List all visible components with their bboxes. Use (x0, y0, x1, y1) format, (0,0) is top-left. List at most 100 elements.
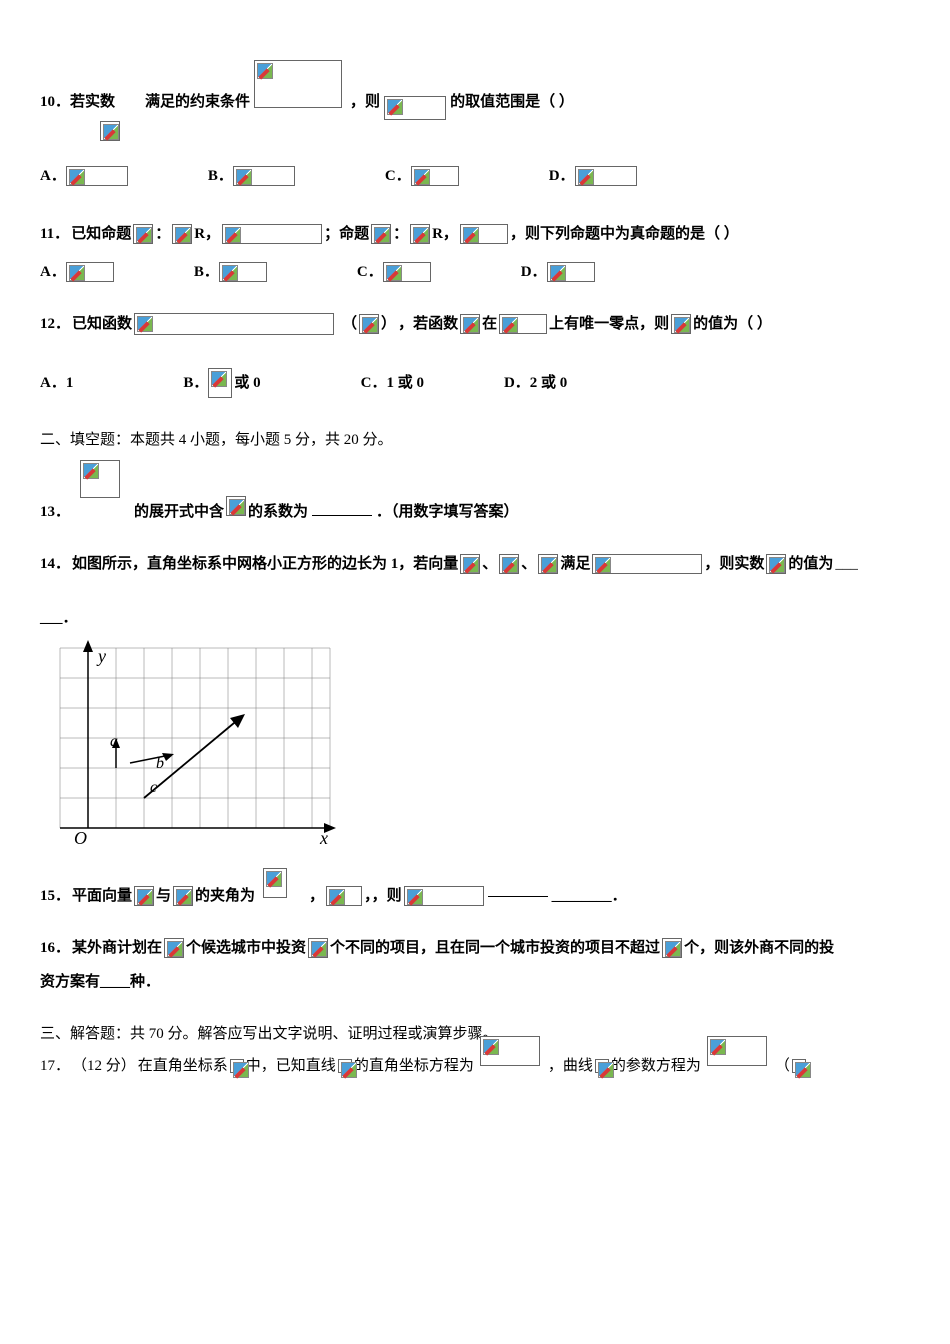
broken-image-icon (172, 224, 192, 244)
question-17: 17． （12 分） 在直角坐标系 中，已知直线 的直角坐标方程为 ，曲线 的参… (40, 1054, 910, 1078)
question-16: 16． 某外商计划在 个候选城市中投资 个不同的项目，且在同一个城市投资的项目不… (40, 936, 910, 994)
section-3-header: 三、解答题：共 70 分。解答应写出文字说明、证明过程或演算步骤。 (40, 1022, 910, 1046)
q12-mid1: ，若函数 (398, 312, 458, 336)
q16-mid2: 个不同的项目，且在同一个城市投资的项目不超过 (330, 936, 660, 960)
q12-paren-close: ） (381, 312, 396, 336)
q15-pre: 平面向量 (72, 884, 132, 908)
broken-image-icon (66, 166, 128, 186)
blank (488, 896, 548, 897)
q11-number: 11． (40, 222, 69, 246)
broken-image-icon (134, 886, 154, 906)
broken-image-icon (460, 224, 508, 244)
option-label-d: D． (521, 260, 547, 284)
q12-pre: 已知函数 (72, 312, 132, 336)
broken-image-icon (371, 224, 391, 244)
broken-image-icon (383, 262, 431, 282)
broken-image-icon (460, 314, 480, 334)
broken-image-icon (173, 886, 193, 906)
axis-label-x: x (319, 828, 328, 848)
question-12: 12． 已知函数 （ ） ，若函数 在 上有唯一零点，则 的值为（ ） A．1 … (40, 312, 910, 398)
question-15: 15． 平面向量 与 的夹角为 ， ，，则 ________． (40, 884, 910, 908)
q15-mid4: ，，则 (364, 884, 402, 908)
q17-mid1: 中，已知直线 (246, 1054, 336, 1078)
option-a: A． (40, 164, 128, 188)
broken-image-icon (254, 60, 342, 108)
q12-mid4: 的值为（ ） (693, 312, 772, 336)
q14-line1: 14． 如图所示，直角坐标系中网格小正方形的边长为 1，若向量 、 、 满足 ，… (40, 552, 910, 576)
broken-image-icon (164, 938, 184, 958)
option-label-c: C． (385, 164, 411, 188)
broken-image-icon (208, 368, 232, 398)
broken-image-icon (326, 886, 362, 906)
broken-image-icon (226, 496, 246, 516)
q11-R1: R， (194, 222, 220, 246)
broken-image-icon (222, 224, 322, 244)
broken-image-icon (100, 121, 120, 141)
option-a: A． (40, 260, 114, 284)
broken-image-icon (592, 554, 702, 574)
q11-R2: R， (432, 222, 458, 246)
blank (312, 515, 372, 516)
q14-sep2: 、 (521, 552, 536, 576)
broken-image-icon (671, 314, 691, 334)
q11-colon1: ： (155, 222, 170, 246)
broken-image-icon (499, 314, 547, 334)
vector-label-c: c (150, 779, 157, 796)
option-a: A．1 (40, 368, 73, 398)
q15-line1: 15． 平面向量 与 的夹角为 ， ，，则 ________． (40, 884, 910, 908)
vector-label-b: b (156, 755, 164, 772)
q17-number: 17． (40, 1054, 70, 1078)
q14-number: 14． (40, 552, 70, 576)
broken-image-icon (219, 262, 267, 282)
broken-image-icon (480, 1036, 540, 1066)
broken-image-icon (662, 938, 682, 958)
section-2-header: 二、填空题：本题共 4 小题，每小题 5 分，共 20 分。 (40, 428, 910, 452)
q11-mid2: ，则下列命题中为真命题的是（ ） (510, 222, 739, 246)
q13-mid1: 的展开式中含 (134, 500, 224, 524)
q14-sep1: 、 (482, 552, 497, 576)
q14-mid3: 的值为 (788, 552, 833, 576)
q11-pre: 已知命题 (71, 222, 131, 246)
origin-label: O (74, 828, 87, 848)
axis-label-y: y (96, 646, 106, 666)
q17-paren: （ (775, 1054, 790, 1078)
q16-pre: 某外商计划在 (72, 936, 162, 960)
grid-svg: y x O a b c (40, 638, 340, 848)
broken-image-icon (66, 262, 114, 282)
q12-mid3: 上有唯一零点，则 (549, 312, 669, 336)
option-c: C．1 或 0 (361, 368, 424, 398)
option-label-a: A． (40, 260, 66, 284)
question-10: 10． 若实数 满足的约束条件 ，则 的取值范围是（ ） A． B． C． D． (40, 90, 910, 188)
q17-line1: 17． （12 分） 在直角坐标系 中，已知直线 的直角坐标方程为 ，曲线 的参… (40, 1054, 910, 1078)
option-label-c: C． (357, 260, 383, 284)
broken-image-icon (707, 1036, 767, 1066)
broken-image-icon (410, 224, 430, 244)
q10-number: 10． (40, 90, 70, 114)
option-label-b-post: 或 0 (234, 371, 260, 395)
q13-mid2: 的系数为 (248, 500, 308, 524)
q15-number: 15． (40, 884, 70, 908)
option-d: D． (549, 164, 637, 188)
q17-mid2: 的直角坐标方程为 (354, 1054, 474, 1078)
q17-score: （12 分） (72, 1054, 136, 1078)
option-c: C． (385, 164, 459, 188)
option-label-b: B． (194, 260, 219, 284)
broken-image-icon (460, 554, 480, 574)
option-b: B． (194, 260, 267, 284)
q15-mid1: 与 (156, 884, 171, 908)
q14-mid1: 满足 (560, 552, 590, 576)
option-label-c: C．1 或 0 (361, 371, 424, 395)
q17-mid4: 的参数方程为 (611, 1054, 701, 1078)
q13-post: ．（用数字填写答案） (376, 500, 519, 524)
question-11: 11． 已知命题 ： R， ；命题 ： R， ，则下列命题中为真命题的是（ ） … (40, 222, 910, 284)
broken-image-icon (134, 313, 334, 335)
broken-image-icon (499, 554, 519, 574)
q12-number: 12． (40, 312, 70, 336)
broken-image-icon (308, 938, 328, 958)
broken-image-icon (792, 1059, 806, 1073)
q16-mid1: 个候选城市中投资 (186, 936, 306, 960)
option-d: D．2 或 0 (504, 368, 567, 398)
q16-line1: 16． 某外商计划在 个候选城市中投资 个不同的项目，且在同一个城市投资的项目不… (40, 936, 910, 960)
broken-image-icon (384, 96, 446, 120)
q11-line1: 11． 已知命题 ： R， ；命题 ： R， ，则下列命题中为真命题的是（ ） (40, 222, 910, 246)
